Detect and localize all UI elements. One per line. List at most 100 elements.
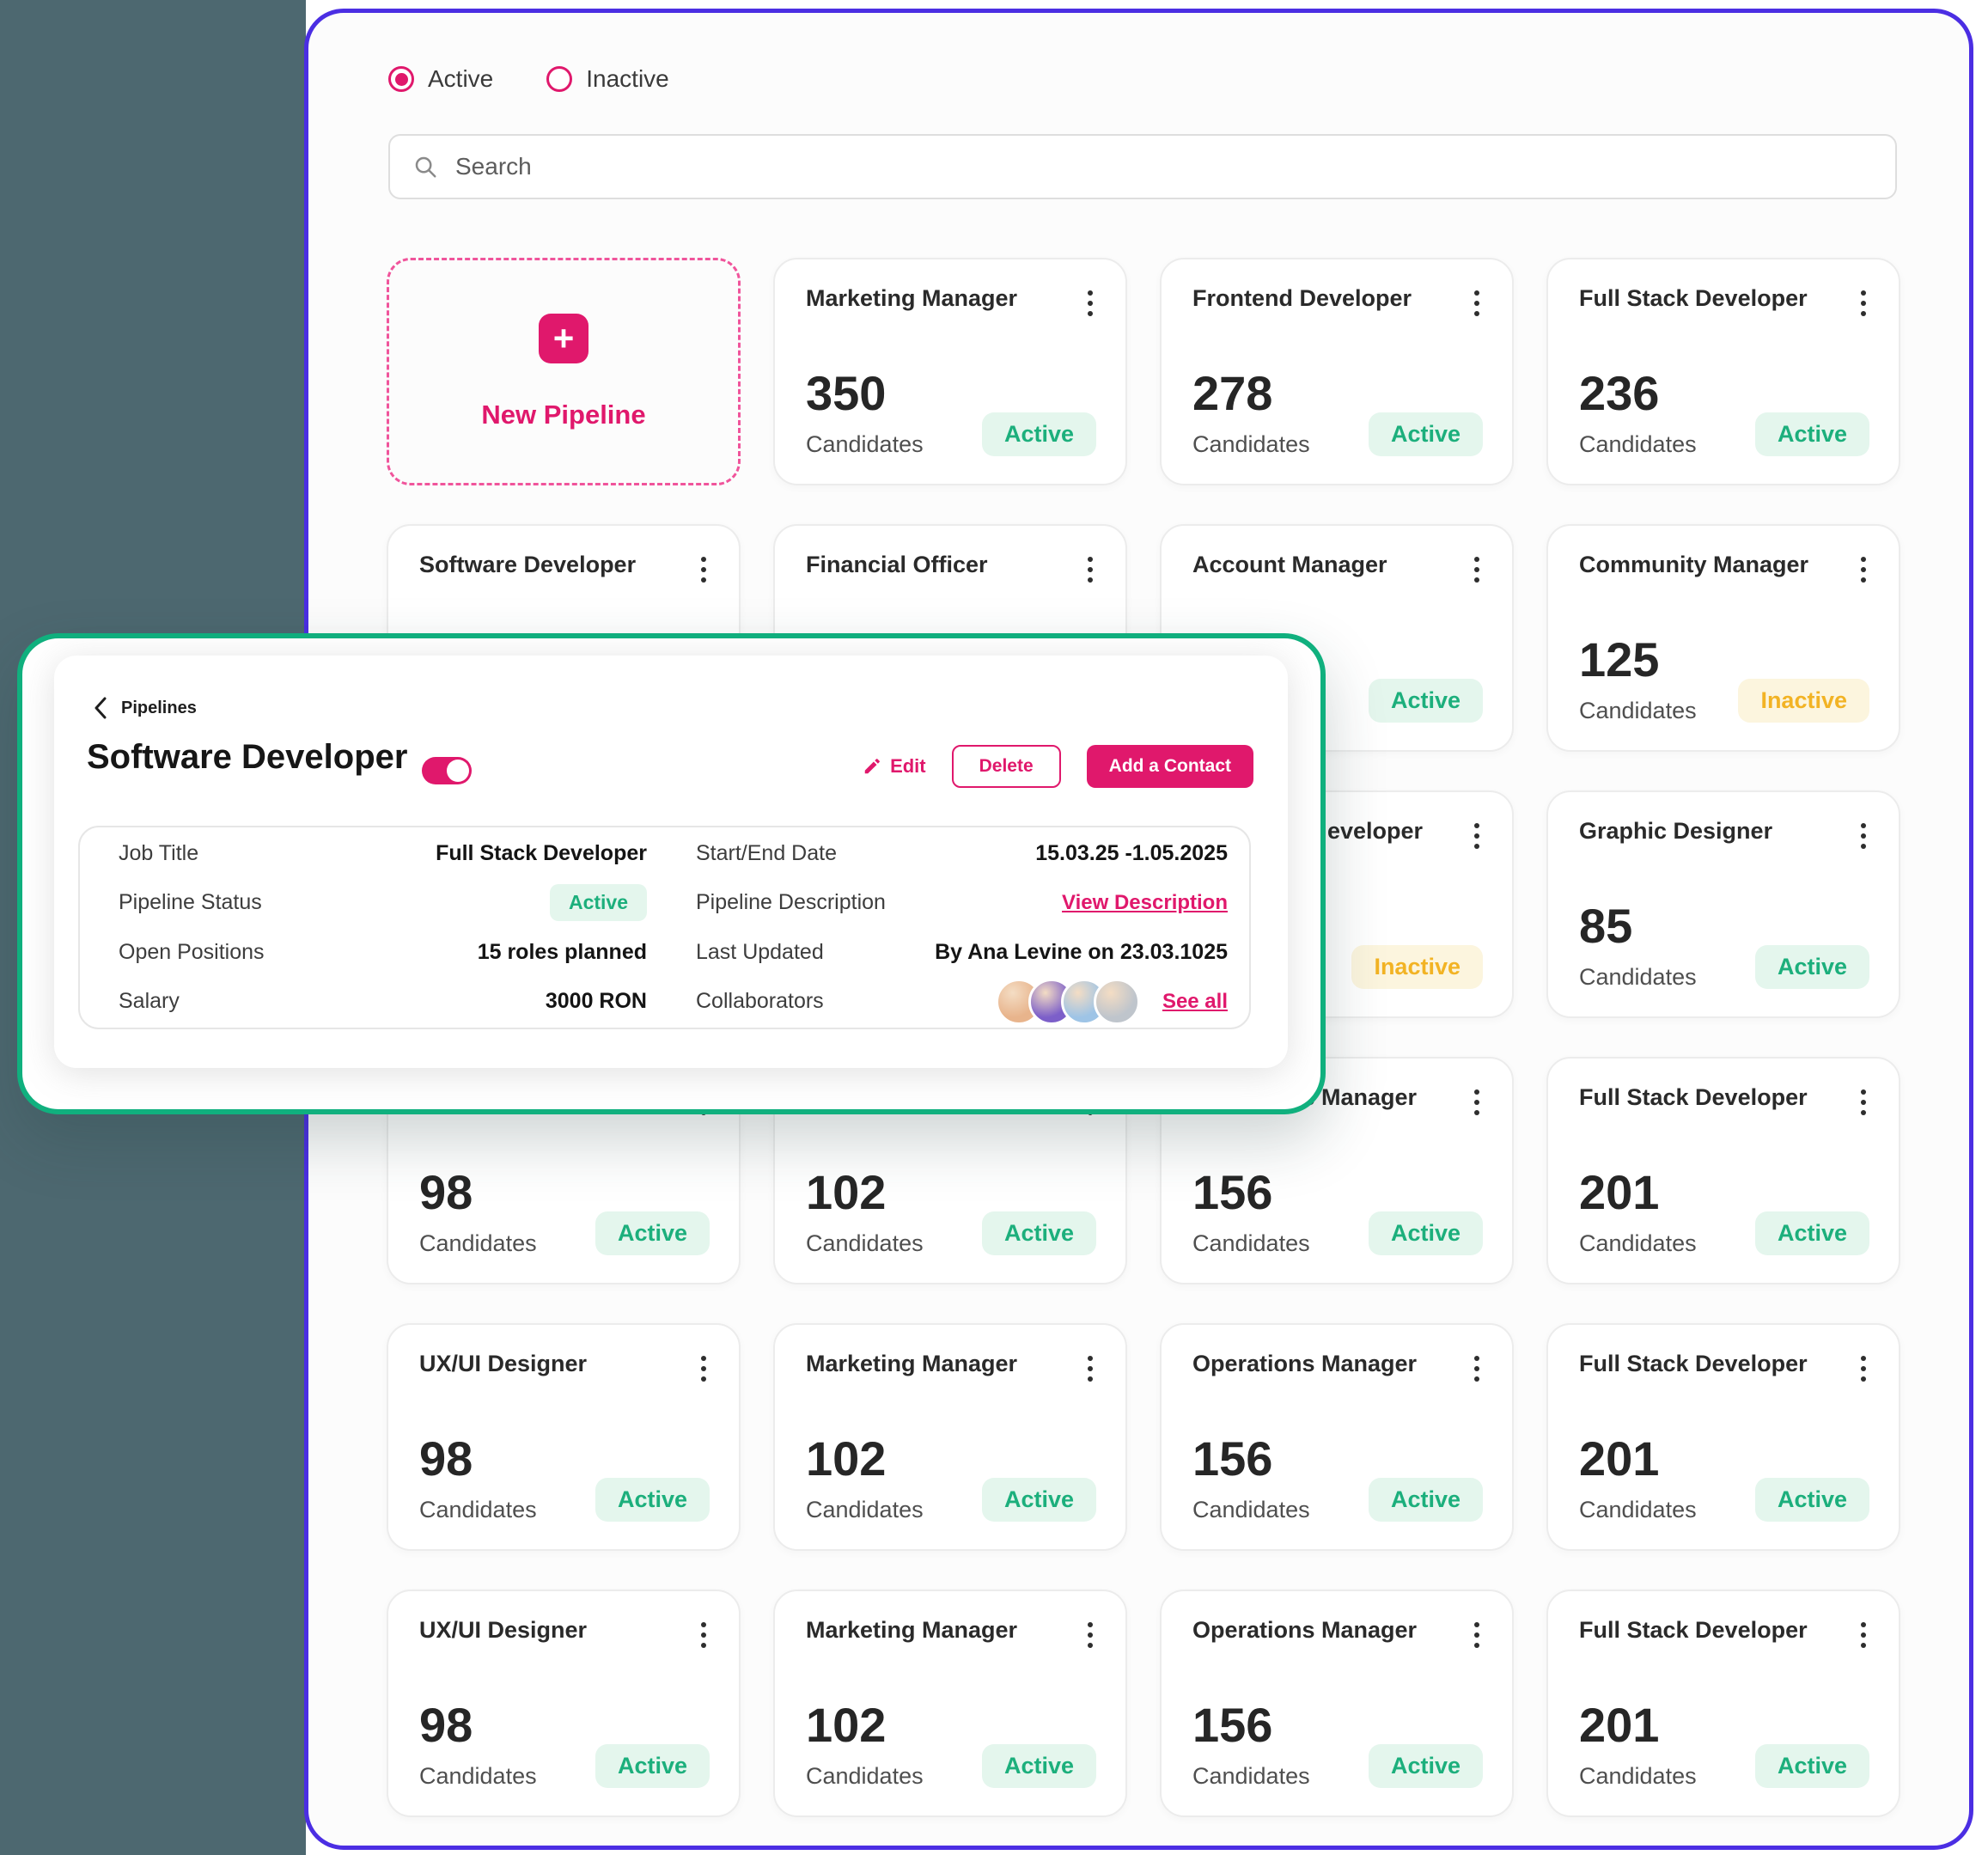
kebab-menu-icon[interactable] bbox=[1471, 1084, 1483, 1120]
pipeline-card-footer: 201 Candidates Active bbox=[1579, 1435, 1869, 1523]
kebab-menu-icon[interactable] bbox=[1084, 285, 1096, 321]
pipeline-card-title: Marketing Manager bbox=[806, 1351, 1018, 1376]
pipeline-card[interactable]: Full Stack Developer 236 Candidates Active bbox=[1546, 258, 1900, 485]
candidate-count-block: 236 Candidates bbox=[1579, 369, 1697, 458]
search-input[interactable] bbox=[454, 152, 1873, 181]
details-row: Job Title Full Stack Developer Start/End… bbox=[80, 830, 1249, 876]
candidate-count: 98 bbox=[419, 1165, 473, 1219]
kebab-menu-icon[interactable] bbox=[698, 552, 710, 588]
view-description-link[interactable]: View Description bbox=[1062, 890, 1228, 914]
pipeline-card[interactable]: Full Stack Developer 201 Candidates Active bbox=[1546, 1590, 1900, 1817]
status-badge: Active bbox=[1754, 412, 1869, 456]
edit-button[interactable]: Edit bbox=[863, 755, 926, 778]
active-toggle[interactable] bbox=[422, 757, 472, 784]
breadcrumb[interactable]: Pipelines bbox=[94, 697, 197, 719]
status-badge: Active bbox=[1754, 1478, 1869, 1522]
candidates-label: Candidates bbox=[1579, 1763, 1697, 1789]
status-badge: Active bbox=[549, 884, 647, 922]
candidates-label: Candidates bbox=[1579, 698, 1697, 723]
kebab-menu-icon[interactable] bbox=[1084, 1617, 1096, 1653]
add-contact-button[interactable]: Add a Contact bbox=[1086, 745, 1253, 788]
pipeline-card-footer: 201 Candidates Active bbox=[1579, 1169, 1869, 1257]
plus-icon[interactable]: + bbox=[539, 313, 588, 363]
kebab-menu-icon[interactable] bbox=[1857, 1084, 1869, 1120]
collaborator-avatars bbox=[995, 978, 1140, 1025]
pipeline-card-footer: 102 Candidates Active bbox=[806, 1435, 1096, 1523]
search-bar[interactable] bbox=[388, 134, 1897, 199]
pipeline-card[interactable]: Community Manager 125 Candidates Inactive bbox=[1546, 524, 1900, 752]
pipeline-card-header: Operations Manager bbox=[1192, 1617, 1483, 1653]
candidates-label: Candidates bbox=[419, 1497, 537, 1522]
breadcrumb-label: Pipelines bbox=[121, 698, 197, 717]
kebab-menu-icon[interactable] bbox=[1471, 818, 1483, 854]
kebab-menu-icon[interactable] bbox=[1084, 1351, 1096, 1387]
field-value-start-end-date: 15.03.25 -1.05.2025 bbox=[1035, 840, 1228, 865]
candidate-count-block: 201 Candidates bbox=[1579, 1701, 1697, 1790]
pipeline-card-title: Marketing Manager bbox=[806, 1617, 1018, 1643]
pipeline-card[interactable]: Frontend Developer 278 Candidates Active bbox=[1160, 258, 1514, 485]
candidates-label: Candidates bbox=[419, 1230, 537, 1256]
field-label-collaborators: Collaborators bbox=[696, 989, 824, 1014]
kebab-menu-icon[interactable] bbox=[1471, 552, 1483, 588]
candidates-label: Candidates bbox=[806, 1230, 924, 1256]
pipeline-card-title: Full Stack Developer bbox=[1579, 285, 1808, 311]
pipeline-card[interactable]: Marketing Manager 350 Candidates Active bbox=[773, 258, 1127, 485]
radio-button-icon[interactable] bbox=[546, 66, 573, 92]
candidates-label: Candidates bbox=[1579, 964, 1697, 990]
candidate-count: 98 bbox=[419, 1698, 473, 1752]
candidates-label: Candidates bbox=[1192, 1763, 1310, 1789]
status-badge: Active bbox=[1368, 1211, 1483, 1255]
pipeline-card-header: Full Stack Developer bbox=[1579, 1351, 1869, 1387]
radio-button-icon[interactable] bbox=[388, 66, 414, 92]
candidate-count-block: 350 Candidates bbox=[806, 369, 924, 458]
kebab-menu-icon[interactable] bbox=[1084, 552, 1096, 588]
status-badge: Active bbox=[595, 1744, 710, 1788]
pipeline-card[interactable]: Full Stack Developer 201 Candidates Active bbox=[1546, 1057, 1900, 1284]
kebab-menu-icon[interactable] bbox=[1857, 818, 1869, 854]
pipeline-card-footer: 102 Candidates Active bbox=[806, 1169, 1096, 1257]
delete-button[interactable]: Delete bbox=[951, 745, 1061, 788]
pipeline-details-box: Job Title Full Stack Developer Start/End… bbox=[78, 826, 1251, 1029]
pipeline-card-title: Software Developer bbox=[419, 552, 637, 577]
new-pipeline-card[interactable]: + New Pipeline bbox=[387, 258, 741, 485]
kebab-menu-icon[interactable] bbox=[1857, 1351, 1869, 1387]
toggle-knob-icon bbox=[447, 760, 469, 782]
kebab-menu-icon[interactable] bbox=[698, 1617, 710, 1653]
kebab-menu-icon[interactable] bbox=[698, 1351, 710, 1387]
status-badge: Active bbox=[981, 1744, 1096, 1788]
status-badge: Active bbox=[1754, 945, 1869, 989]
candidate-count-block: 102 Candidates bbox=[806, 1169, 924, 1257]
candidate-count-block: 102 Candidates bbox=[806, 1701, 924, 1790]
kebab-menu-icon[interactable] bbox=[1471, 1617, 1483, 1653]
pipeline-card-title: Full Stack Developer bbox=[1579, 1351, 1808, 1376]
kebab-menu-icon[interactable] bbox=[1857, 552, 1869, 588]
candidates-label: Candidates bbox=[1192, 431, 1310, 457]
kebab-menu-icon[interactable] bbox=[1857, 1617, 1869, 1653]
pipeline-detail-content: Pipelines Software Developer Edit Delete… bbox=[54, 656, 1288, 1068]
status-badge: Active bbox=[1368, 412, 1483, 456]
pipeline-card[interactable]: Full Stack Developer 201 Candidates Active bbox=[1546, 1323, 1900, 1551]
kebab-menu-icon[interactable] bbox=[1471, 285, 1483, 321]
details-row: Open Positions 15 roles planned Last Upd… bbox=[80, 929, 1249, 975]
kebab-menu-icon[interactable] bbox=[1471, 1351, 1483, 1387]
radio-inactive[interactable]: Inactive bbox=[546, 65, 669, 93]
pipeline-card-footer: Active bbox=[1192, 679, 1483, 724]
radio-active[interactable]: Active bbox=[388, 65, 493, 93]
kebab-menu-icon[interactable] bbox=[1857, 285, 1869, 321]
candidate-count-block: 201 Candidates bbox=[1579, 1435, 1697, 1523]
candidate-count: 156 bbox=[1192, 1431, 1273, 1486]
collaborators-cell: See all bbox=[995, 978, 1228, 1025]
pipeline-card-footer: Inactive bbox=[1192, 945, 1483, 991]
see-all-link[interactable]: See all bbox=[1162, 989, 1228, 1013]
candidate-count: 201 bbox=[1579, 1431, 1660, 1486]
pipeline-card[interactable]: Graphic Designer 85 Candidates Active bbox=[1546, 790, 1900, 1018]
pipeline-card-title: UX/UI Designer bbox=[419, 1351, 588, 1376]
status-badge: Active bbox=[595, 1211, 710, 1255]
